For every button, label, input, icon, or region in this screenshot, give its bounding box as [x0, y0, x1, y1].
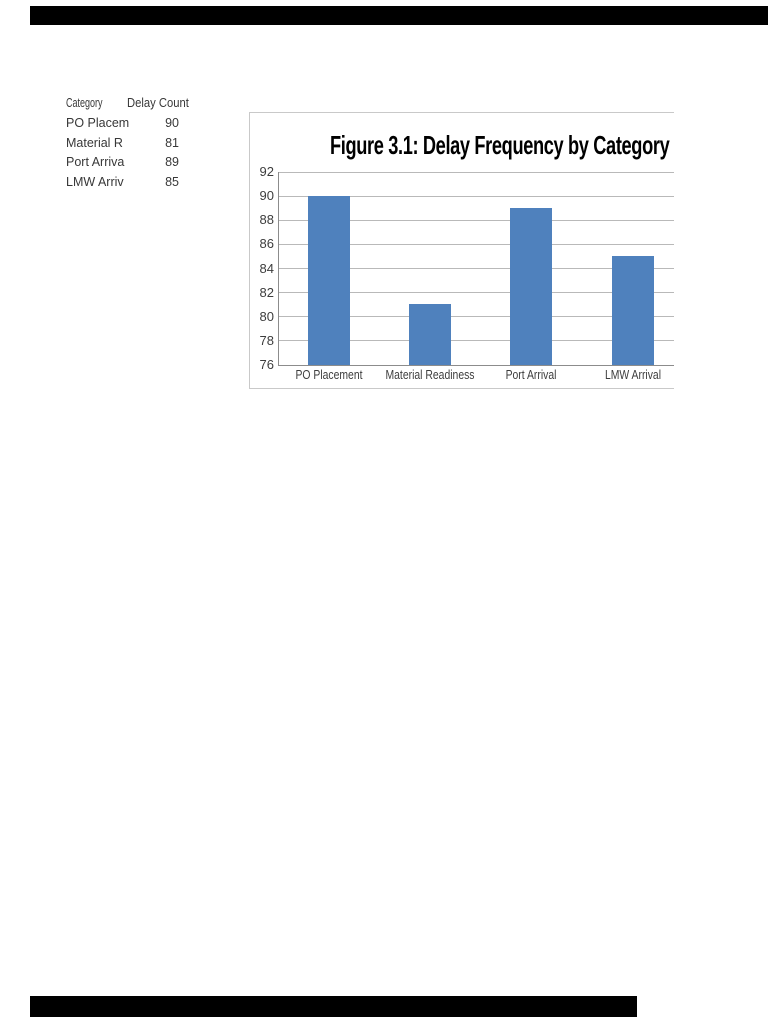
- gridline-82: [278, 291, 674, 293]
- y-tick-label-84: 84: [259, 260, 274, 276]
- gridline-84: [278, 267, 674, 269]
- cell-category: Material R: [66, 135, 123, 150]
- bar-chart: Figure 3.1: Delay Frequency by Category …: [249, 112, 674, 389]
- y-tick-label-76: 76: [259, 357, 274, 372]
- cell-category: PO Placem: [66, 115, 130, 130]
- cell-category: LMW Arriv: [66, 175, 124, 190]
- table-header-row: Category Delay Count: [66, 94, 216, 114]
- gridline-92: [278, 171, 674, 173]
- gridline-80: [278, 315, 674, 317]
- x-axis-line: [278, 364, 674, 366]
- table-row: Material R 81: [66, 134, 216, 154]
- table-row: LMW Arriv 85: [66, 173, 216, 193]
- redaction-bar-bottom: [30, 996, 637, 1017]
- gridline-88: [278, 219, 674, 221]
- y-tick-label-92: 92: [259, 164, 274, 179]
- redaction-bar-top: [30, 6, 768, 25]
- data-table: Category Delay Count PO Placem 90 Materi…: [66, 94, 216, 193]
- y-tick-label-78: 78: [259, 332, 274, 348]
- column-header-delay-count: Delay Count: [127, 96, 189, 110]
- y-tick-label-88: 88: [259, 212, 274, 228]
- bar-lmw-arrival: [611, 255, 654, 365]
- x-axis-label-po-placement: PO Placement: [295, 367, 363, 382]
- cell-value: 89: [165, 155, 179, 170]
- cell-value: 90: [165, 115, 179, 130]
- x-axis-label-port-arrival: Port Arrival: [505, 367, 557, 382]
- y-tick-label-86: 86: [259, 236, 274, 252]
- chart-title: Figure 3.1: Delay Frequency by Category: [330, 130, 670, 160]
- cell-category: Port Arriva: [66, 155, 125, 170]
- cell-value: 81: [165, 135, 179, 150]
- bar-material-readiness: [408, 304, 451, 365]
- gridline-90: [278, 195, 674, 197]
- cell-value: 85: [165, 175, 179, 190]
- gridline-86: [278, 243, 674, 245]
- y-axis-line: [278, 172, 279, 366]
- bar-po-placement: [307, 195, 350, 365]
- table-row: Port Arriva 89: [66, 153, 216, 173]
- y-tick-label-90: 90: [259, 188, 274, 204]
- table-row: PO Placem 90: [66, 114, 216, 134]
- column-header-category: Category: [66, 96, 103, 110]
- y-tick-label-82: 82: [259, 284, 274, 300]
- x-axis-label-material-readiness: Material Readiness: [385, 367, 475, 382]
- gridline-78: [278, 339, 674, 341]
- y-tick-label-80: 80: [259, 308, 274, 324]
- x-axis-label-lmw-arrival: LMW Arrival: [604, 367, 661, 382]
- bar-port-arrival: [510, 207, 553, 365]
